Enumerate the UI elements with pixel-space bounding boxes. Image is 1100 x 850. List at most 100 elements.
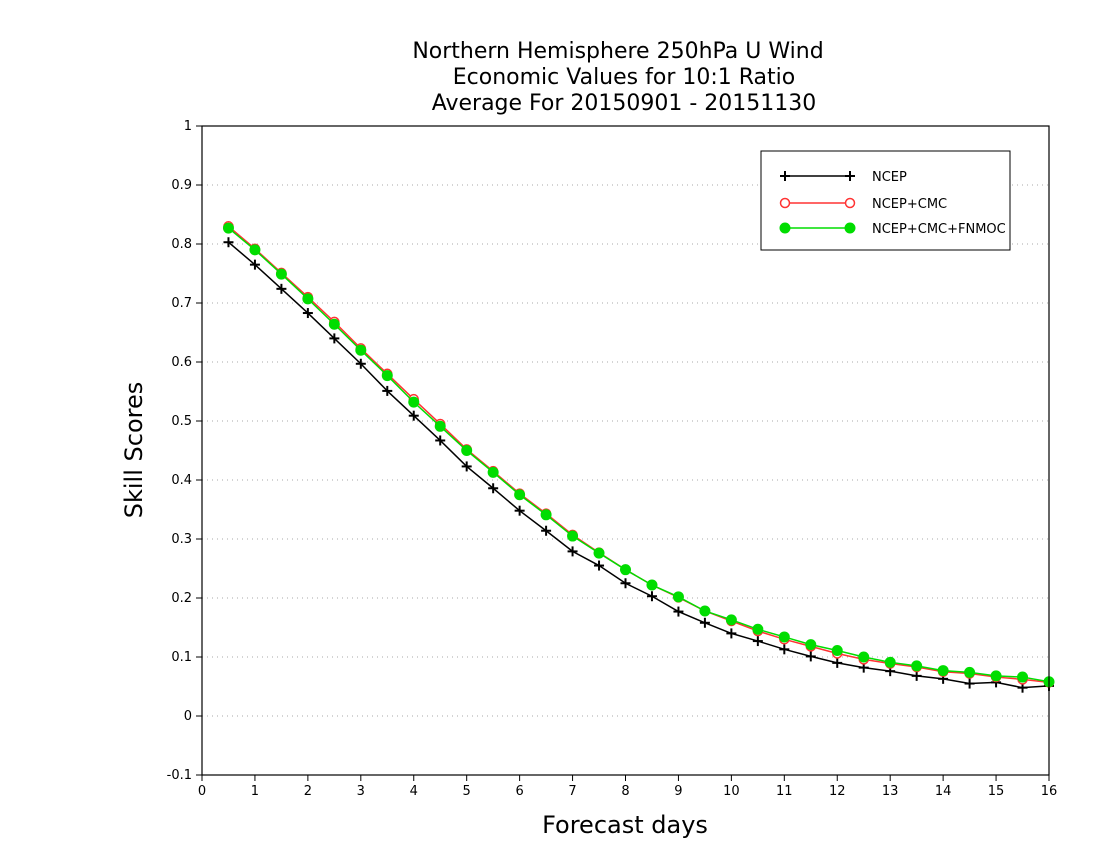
data-point-ncep-cmc-fnmoc [487,466,499,478]
series-line-ncep-cmc [227,225,1050,684]
x-tick-label: 4 [410,784,418,799]
y-tick-label: 0.1 [171,650,192,665]
x-tick-label: 12 [829,784,846,799]
data-point-ncep-cmc-fnmoc [567,530,579,542]
data-point-ncep [726,628,737,639]
legend-item-ncep-cmc: NCEP+CMC [779,197,947,212]
data-point-ncep-cmc-fnmoc [937,665,949,677]
x-tick-label: 8 [621,784,629,799]
data-point-ncep [223,237,234,248]
data-point-ncep-cmc-fnmoc [514,489,526,501]
x-tick-label: 1 [251,784,259,799]
data-point-ncep-cmc-fnmoc [593,547,605,559]
data-point-ncep [435,435,446,446]
data-point-ncep [752,636,763,647]
data-point-ncep-cmc-fnmoc [540,509,552,521]
legend-swatch-marker [844,197,856,209]
y-tick-label: -0.1 [167,768,192,783]
data-point-ncep [488,483,499,494]
x-tick-label: 14 [935,784,952,799]
data-point-ncep [329,333,340,344]
x-axis-title: Forecast days [542,811,708,839]
legend-label: NCEP [872,170,907,185]
chart-title-line-1: Northern Hemisphere 250hPa U Wind [412,39,823,64]
data-point-ncep-cmc-fnmoc [778,631,790,643]
y-tick-label: 0.4 [171,473,192,488]
legend-swatch-marker [780,171,790,181]
y-tick-label: 0.7 [171,296,192,311]
legend-box [760,150,1011,251]
y-tick-label: 0.5 [171,414,192,429]
y-tick-label: 0 [184,709,192,724]
x-tick-label: 3 [357,784,365,799]
series-ncep [223,237,1054,693]
x-tick-label: 16 [1041,784,1058,799]
data-point-ncep-cmc-fnmoc [699,605,711,617]
data-point-ncep [620,578,631,589]
legend-swatch-marker [844,222,856,234]
y-tick-label: 0.3 [171,532,192,547]
data-point-ncep-cmc-fnmoc [831,645,843,657]
data-point-ncep [911,670,922,681]
x-tick-label: 6 [515,784,523,799]
data-point-ncep [673,606,684,617]
data-point-ncep [408,410,419,421]
data-point-ncep [646,591,657,602]
x-tick-label: 9 [674,784,682,799]
series-layer [222,221,1055,693]
data-point-ncep-cmc-fnmoc [302,293,314,305]
y-tick-label: 0.8 [171,237,192,252]
data-point-ncep [541,525,552,536]
x-tick-label: 15 [988,784,1005,799]
chart-title-line-2: Economic Values for 10:1 Ratio [453,65,795,90]
data-point-ncep-cmc-fnmoc [461,445,473,456]
x-tick-label: 10 [723,784,740,799]
data-point-ncep-cmc-fnmoc [911,660,923,672]
x-tick-label: 5 [463,784,471,799]
legend-item-ncep: NCEP [780,170,907,185]
data-point-ncep-cmc-fnmoc [408,396,420,408]
data-point-ncep-cmc-fnmoc [381,370,393,382]
chart-title-line-3: Average For 20150901 - 20151130 [432,91,817,116]
data-point-ncep [249,259,260,270]
y-axis-title: Skill Scores [120,382,148,519]
axis-ticks: -0.100.10.20.30.40.50.60.70.80.910 1 2 3 4 5 6… [167,119,1058,799]
data-point-ncep-cmc-fnmoc [884,656,896,668]
data-point-ncep-cmc-fnmoc [805,639,817,651]
y-tick-label: 0.9 [171,178,192,193]
x-tick-label: 7 [568,784,576,799]
x-tick-label: 2 [304,784,312,799]
data-point-ncep-cmc-fnmoc [1017,671,1029,683]
y-tick-label: 0.2 [171,591,192,606]
data-point-ncep-cmc-fnmoc [672,591,684,603]
data-point-ncep [964,678,975,689]
data-point-ncep-cmc-fnmoc [964,666,976,678]
data-point-ncep [832,657,843,668]
data-point-ncep-cmc-fnmoc [858,651,870,663]
legend: NCEP NCEP+CMC NCEP+CMC+FNMOC [760,150,1011,251]
data-point-ncep-cmc-fnmoc [620,564,631,576]
data-point-ncep-cmc-fnmoc [725,614,737,626]
x-tick-label: 11 [776,784,793,799]
series-line-ncep-cmc-fnmoc [227,227,1050,683]
data-point-ncep-cmc-fnmoc [434,420,446,432]
data-point-ncep [805,651,816,662]
data-point-ncep [302,308,313,319]
data-point-ncep [355,358,366,369]
series-ncep-cmc-fnmoc [222,222,1055,688]
data-point-ncep [699,617,710,628]
x-tick-label: 0 [198,784,206,799]
legend-label: NCEP+CMC [872,197,947,212]
data-point-ncep [567,546,578,557]
data-point-ncep-cmc-fnmoc [752,623,764,635]
data-point-ncep-cmc-fnmoc [355,344,367,356]
data-point-ncep-cmc-fnmoc [646,579,658,591]
legend-item-ncep-cmc-fnmoc: NCEP+CMC+FNMOC [779,222,1006,237]
y-tick-label: 0.6 [171,355,192,370]
data-point-ncep [382,385,393,396]
legend-label: NCEP+CMC+FNMOC [872,222,1006,237]
data-point-ncep [276,283,287,294]
data-point-ncep-cmc-fnmoc [990,670,1002,682]
data-point-ncep-cmc-fnmoc [249,244,261,256]
